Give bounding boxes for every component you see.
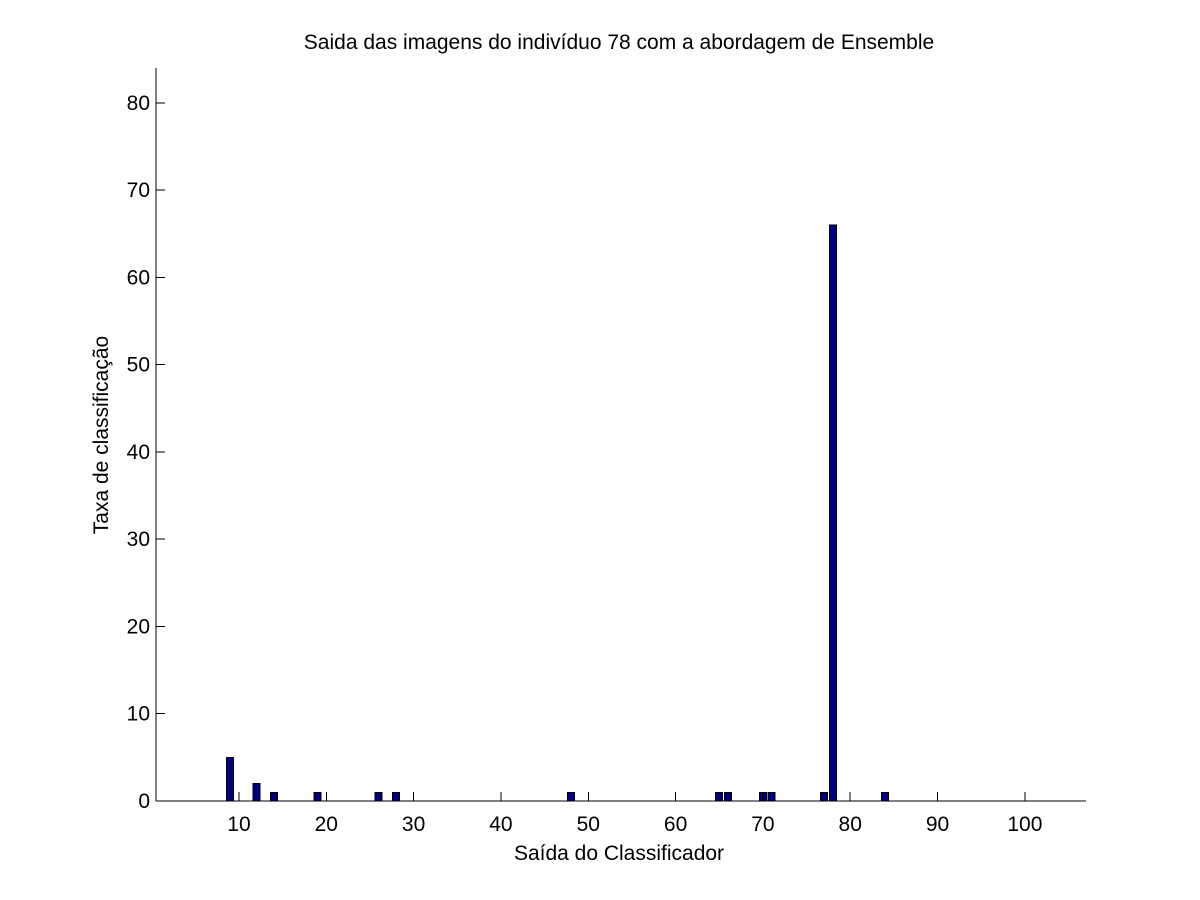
y-tick-label: 60 xyxy=(127,266,150,289)
y-tick-label: 30 xyxy=(127,528,150,551)
bar xyxy=(392,791,401,802)
bar xyxy=(828,224,837,802)
bars xyxy=(226,224,890,802)
bar xyxy=(269,791,278,802)
x-tick-label: 20 xyxy=(315,813,338,836)
bar xyxy=(566,791,575,802)
y-axis-ticks: 0 10 20 30 40 50 60 70 80 xyxy=(127,92,165,813)
bar xyxy=(313,791,322,802)
plot-area xyxy=(155,68,1086,802)
x-tick-label: 80 xyxy=(839,813,862,836)
bar xyxy=(715,791,724,802)
bar xyxy=(226,756,235,802)
bar xyxy=(374,791,383,802)
y-axis-label: Taxa de classificação xyxy=(90,336,113,534)
y-tick-label: 70 xyxy=(127,179,150,202)
x-tick-label: 100 xyxy=(1007,813,1042,836)
y-tick-label: 80 xyxy=(127,92,150,115)
x-tick-label: 40 xyxy=(489,813,512,836)
chart-title: Saida das imagens do indivíduo 78 com a … xyxy=(304,31,934,54)
x-tick-label: 30 xyxy=(402,813,425,836)
bar xyxy=(881,791,890,802)
y-tick-label: 40 xyxy=(127,441,150,464)
x-tick-label: 90 xyxy=(926,813,949,836)
bar xyxy=(767,791,776,802)
y-tick-label: 0 xyxy=(138,790,150,813)
x-axis-ticks: 10 20 30 40 50 60 70 80 90 100 xyxy=(227,792,1042,836)
x-tick-label: 10 xyxy=(227,813,250,836)
bar xyxy=(252,783,261,802)
x-tick-label: 70 xyxy=(751,813,774,836)
y-tick-label: 10 xyxy=(127,703,150,726)
x-axis-label: Saída do Classificador xyxy=(514,842,724,865)
y-tick-label: 50 xyxy=(127,354,150,377)
bar xyxy=(724,791,732,802)
bar xyxy=(820,791,828,802)
x-tick-label: 50 xyxy=(577,813,600,836)
x-tick-label: 60 xyxy=(664,813,687,836)
y-tick-label: 20 xyxy=(127,615,150,638)
